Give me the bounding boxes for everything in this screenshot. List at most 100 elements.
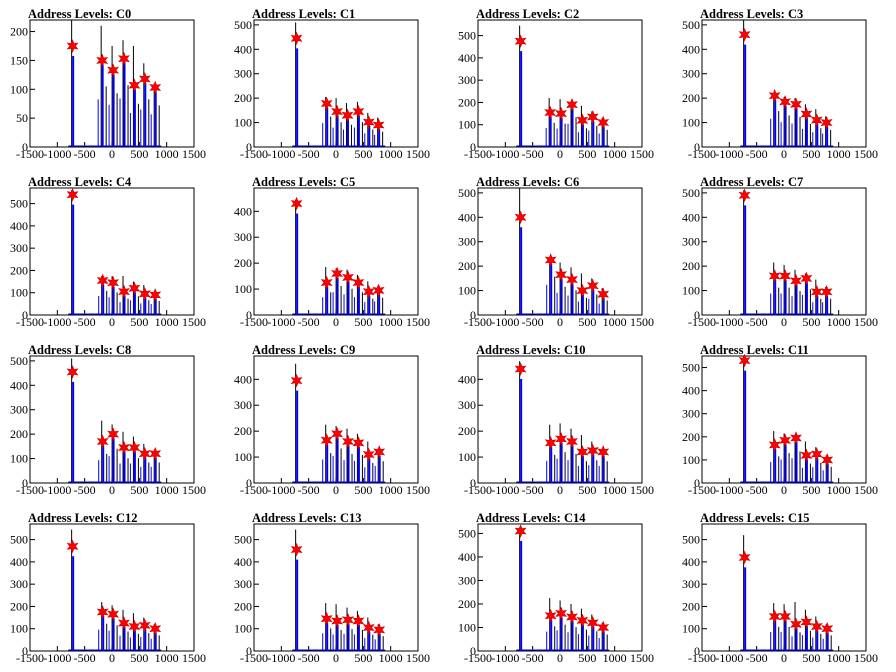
red-star-marker-icon: [362, 620, 375, 635]
red-star-marker-icon: [149, 288, 162, 302]
y-tick-label: 400: [234, 555, 252, 569]
x-tick-label: 0: [557, 651, 563, 665]
x-tick-label: -500: [74, 315, 96, 329]
chart-title: Address Levels: C0: [28, 7, 131, 21]
red-star-marker-icon: [790, 617, 802, 632]
y-tick-label: 500: [458, 29, 476, 43]
x-tick-label: 1500: [630, 147, 654, 161]
red-star-marker-icon: [514, 34, 527, 49]
red-star-marker-icon: [373, 445, 386, 459]
y-tick-label: 100: [10, 452, 28, 466]
x-tick-label: 0: [109, 651, 115, 665]
x-tick-label: 1500: [182, 315, 206, 329]
y-tick-label: 200: [234, 91, 252, 105]
red-star-marker-icon: [576, 113, 589, 128]
y-tick-label: 400: [682, 210, 700, 224]
y-tick-label: 500: [10, 533, 28, 547]
x-tick-label: 0: [781, 147, 787, 161]
red-star-marker-icon: [138, 618, 151, 633]
y-tick-label: 200: [458, 597, 476, 611]
red-star-marker-icon: [544, 105, 557, 120]
red-star-marker-icon: [820, 284, 833, 299]
red-star-marker-icon: [372, 283, 385, 298]
chart-title: Address Levels: C3: [700, 7, 803, 21]
y-tick-label: 100: [234, 282, 252, 296]
x-tick-label: -1000: [267, 315, 295, 329]
red-star-marker-icon: [576, 445, 589, 459]
x-tick-label: -500: [298, 147, 320, 161]
y-tick-label: 300: [234, 398, 252, 412]
red-star-marker-icon: [290, 542, 303, 557]
x-tick-label: 0: [781, 651, 787, 665]
red-star-marker-icon: [576, 283, 589, 298]
red-star-marker-icon: [66, 539, 79, 554]
y-tick-label: 500: [682, 186, 700, 200]
x-tick-label: -1000: [43, 315, 71, 329]
x-tick-label: 1000: [827, 315, 851, 329]
x-tick-label: -500: [298, 483, 320, 497]
red-star-marker-icon: [800, 107, 813, 121]
x-tick-label: -500: [522, 483, 544, 497]
y-tick-label: 500: [234, 18, 252, 32]
x-tick-label: 1000: [603, 315, 627, 329]
y-tick-label: 0: [470, 476, 476, 490]
y-tick-label: 100: [10, 622, 28, 636]
y-tick-label: 500: [682, 533, 700, 547]
red-star-marker-icon: [768, 438, 781, 452]
chart-panel: Address Levels: C12 0 100 200 300 400 500 -1500…: [10, 511, 206, 665]
red-star-marker-icon: [290, 31, 303, 46]
red-star-marker-icon: [320, 275, 333, 290]
chart-title: Address Levels: C2: [476, 7, 579, 21]
x-tick-label: -1500: [16, 315, 44, 329]
x-tick-label: 0: [333, 483, 339, 497]
red-star-marker-icon: [66, 365, 79, 379]
y-tick-label: 300: [458, 73, 476, 87]
x-tick-label: 0: [109, 147, 115, 161]
chart-title: Address Levels: C6: [476, 175, 579, 189]
red-star-marker-icon: [331, 614, 344, 628]
red-star-marker-icon: [586, 443, 599, 458]
x-tick-label: -1500: [240, 483, 268, 497]
y-tick-label: 0: [470, 308, 476, 322]
red-star-marker-icon: [118, 284, 130, 299]
x-tick-label: 0: [109, 315, 115, 329]
red-star-marker-icon: [738, 27, 751, 42]
red-star-marker-icon: [566, 434, 578, 449]
y-tick-label: 500: [10, 197, 28, 211]
x-tick-label: 500: [354, 147, 372, 161]
y-tick-label: 400: [10, 219, 28, 233]
chart-panel: Address Levels: C40100200300400500-1500-…: [10, 175, 206, 329]
y-tick-label: 200: [234, 256, 252, 270]
red-star-marker-icon: [821, 621, 834, 636]
x-tick-label: 0: [109, 483, 115, 497]
red-star-marker-icon: [352, 275, 365, 290]
x-tick-label: 1000: [603, 483, 627, 497]
x-tick-label: -1500: [240, 147, 268, 161]
y-tick-label: 300: [682, 407, 700, 421]
x-tick-label: 0: [781, 483, 787, 497]
red-star-marker-icon: [597, 115, 610, 130]
red-star-marker-icon: [352, 104, 365, 119]
y-tick-label: 200: [682, 599, 700, 613]
x-tick-label: -1000: [43, 147, 71, 161]
y-tick-label: 100: [458, 118, 476, 132]
x-tick-label: 0: [333, 315, 339, 329]
x-tick-label: 0: [333, 651, 339, 665]
x-tick-label: 500: [130, 483, 148, 497]
y-tick-label: 400: [10, 378, 28, 392]
x-tick-label: -1000: [267, 147, 295, 161]
x-tick-label: -500: [522, 147, 544, 161]
x-tick-label: -1500: [688, 147, 716, 161]
red-star-marker-icon: [544, 608, 557, 623]
x-tick-label: -1000: [715, 651, 743, 665]
red-star-marker-icon: [544, 435, 557, 450]
red-star-marker-icon: [107, 63, 120, 78]
red-star-marker-icon: [138, 286, 151, 301]
red-star-marker-icon: [107, 275, 120, 290]
x-tick-label: 1000: [827, 147, 851, 161]
red-star-marker-icon: [149, 80, 162, 95]
y-tick-label: 0: [470, 140, 476, 154]
chart-title: Address Levels: C15: [700, 511, 810, 525]
x-tick-label: -500: [298, 315, 320, 329]
